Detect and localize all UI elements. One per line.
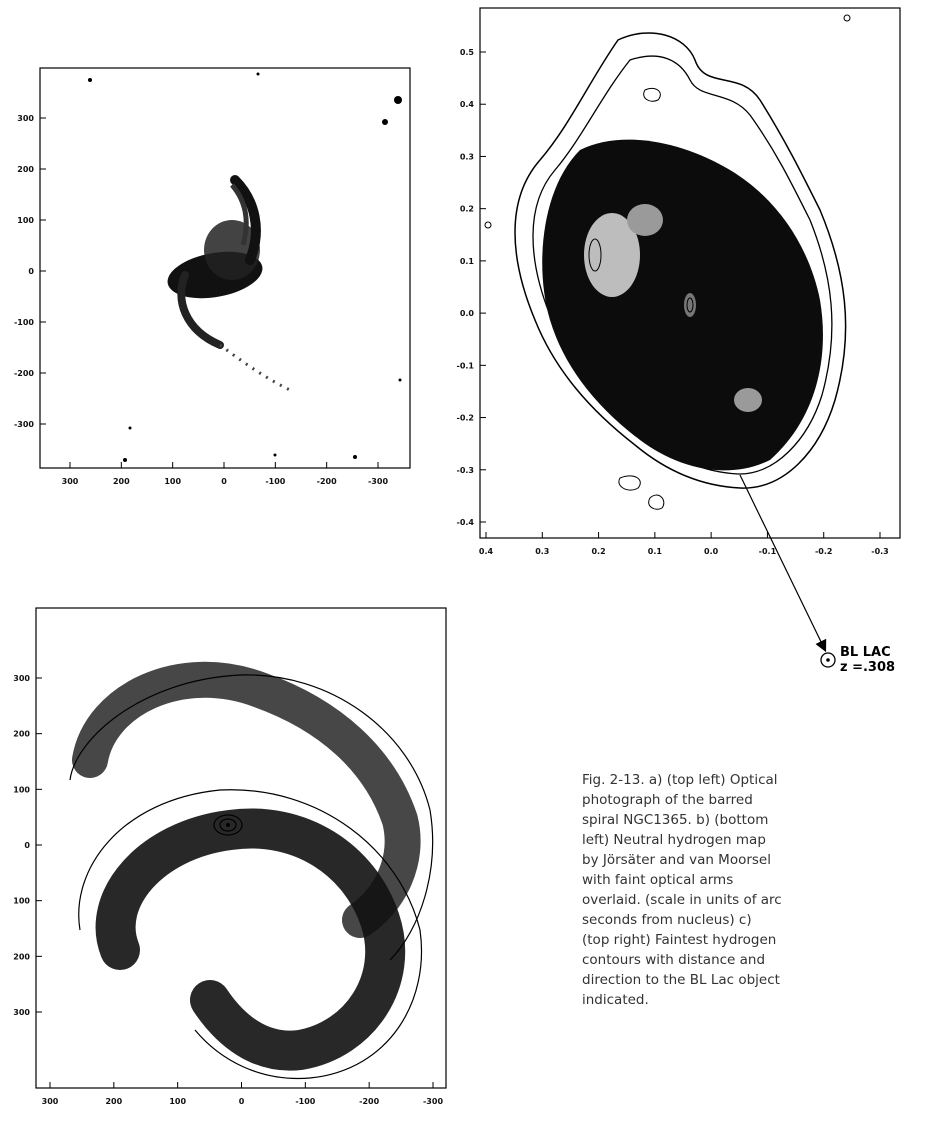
panel-a-y-tick-label: 300 — [17, 114, 34, 123]
panel-c-y-ticks: 0.5 0.4 0.3 0.2 0.1 0.0 -0.1 -0.2 -0.3 -0.4 — [457, 48, 486, 527]
bl-lac-name: BL LAC — [840, 645, 891, 660]
panel-c-contours: 0.5 0.4 0.3 0.2 0.1 0.0 -0.1 -0.2 -0.3 -0.4 0.4 0.… — [440, 0, 920, 580]
panel-b-y-tick-label: 200 — [13, 952, 30, 961]
panel-a-y-tick-label: -300 — [14, 420, 34, 429]
panel-b-y-tick-label: 300 — [13, 674, 30, 683]
panel-b-plot: 300 200 100 0 100 200 300 300 200 100 0 -100 -200 -3… — [13, 607, 447, 1106]
panel-a-x-ticks: 300 200 100 0 -100 -200 -300 — [62, 462, 388, 486]
panel-b-y-tick-label: 100 — [13, 897, 30, 906]
panel-a-x-tick-label: -300 — [368, 477, 388, 486]
panel-b-x-tick-label: 200 — [105, 1097, 122, 1106]
panel-c-y-tick-label: 0.2 — [460, 205, 474, 214]
bl-lac-redshift: z =.308 — [840, 660, 896, 675]
panel-c-x-ticks: 0.4 0.3 0.2 0.1 0.0 -0.1 -0.2 -0.3 — [479, 532, 889, 556]
panel-a-x-tick-label: 300 — [62, 477, 79, 486]
panel-b-x-ticks: 300 200 100 0 -100 -200 -300 — [42, 1082, 443, 1106]
panel-a-y-tick-label: 100 — [17, 216, 34, 225]
panel-b-y-tick-label: 200 — [13, 730, 30, 739]
panel-b-x-tick-label: 0 — [239, 1097, 245, 1106]
panel-a-y-tick-label: 200 — [17, 165, 34, 174]
panel-b-hydrogen-map: 300 200 100 0 100 200 300 300 200 100 0 -100 -200 -3… — [0, 600, 460, 1125]
panel-c-x-tick-label: 0.0 — [704, 547, 719, 556]
panel-b-galaxy — [69, 661, 434, 1080]
panel-b-y-tick-label: 300 — [13, 1008, 30, 1017]
panel-c-cloud — [484, 14, 851, 510]
panel-b-x-tick-label: 100 — [169, 1097, 186, 1106]
panel-a-x-tick-label: 100 — [164, 477, 181, 486]
panel-b-y-tick-label: 0 — [24, 841, 30, 850]
panel-c-y-tick-label: 0.0 — [460, 309, 475, 318]
panel-a-x-tick-label: -200 — [317, 477, 337, 486]
panel-b-x-tick-label: -100 — [295, 1097, 315, 1106]
panel-a-x-tick-label: -100 — [265, 477, 285, 486]
panel-b-y-tick-label: 100 — [13, 785, 30, 794]
panel-a-x-tick-label: 200 — [113, 477, 130, 486]
panel-a-y-tick-label: -100 — [14, 318, 34, 327]
panel-c-y-tick-label: -0.2 — [457, 414, 475, 423]
panel-a-plot: 300 200 100 0 -100 -200 -300 300 200 100 0 -100 -20… — [14, 67, 411, 486]
panel-c-y-tick-label: 0.1 — [460, 257, 475, 266]
panel-a-frame — [39, 67, 411, 469]
panel-c-y-tick-label: -0.3 — [457, 466, 475, 475]
panel-c-x-tick-label: 0.1 — [648, 547, 663, 556]
panel-c-x-tick-label: -0.2 — [815, 547, 833, 556]
panel-b-y-ticks: 300 200 100 0 100 200 300 — [13, 674, 42, 1017]
panel-c-x-tick-label: 0.4 — [479, 547, 494, 556]
panel-c-y-tick-label: -0.4 — [457, 518, 475, 527]
panel-c-y-tick-label: 0.4 — [460, 100, 475, 109]
panel-c-y-tick-label: 0.5 — [460, 48, 475, 57]
bl-lac-marker-icon — [820, 652, 836, 668]
figure-caption: Fig. 2-13. a) (top left) Optical photogr… — [582, 772, 782, 1008]
panel-a-y-ticks: 300 200 100 0 -100 -200 -300 — [14, 114, 46, 429]
panel-c-x-tick-label: -0.1 — [759, 547, 777, 556]
panel-a-x-tick-label: 0 — [221, 477, 227, 486]
panel-c-x-tick-label: -0.3 — [871, 547, 889, 556]
panel-a-optical: 300 200 100 0 -100 -200 -300 300 200 100 0 -100 -20… — [0, 60, 420, 490]
panel-c-frame — [479, 7, 901, 539]
panel-c-y-tick-label: 0.3 — [460, 152, 474, 161]
panel-a-y-tick-label: -200 — [14, 369, 34, 378]
bl-lac-label: BL LAC z =.308 — [840, 645, 895, 675]
panel-c-y-tick-label: -0.1 — [457, 361, 475, 370]
panel-a-galaxy — [88, 72, 402, 462]
panel-c-plot: 0.50.40.30.20.10.0-0.1-0.2-0.3-0.4 0.4 0.… — [457, 7, 901, 556]
panel-a-y-tick-label: 0 — [28, 267, 34, 276]
panel-c-x-tick-label: 0.3 — [535, 547, 549, 556]
panel-b-x-tick-label: -200 — [359, 1097, 379, 1106]
panel-b-x-tick-label: -300 — [423, 1097, 443, 1106]
panel-c-x-tick-label: 0.2 — [591, 547, 605, 556]
panel-b-x-tick-label: 300 — [42, 1097, 59, 1106]
